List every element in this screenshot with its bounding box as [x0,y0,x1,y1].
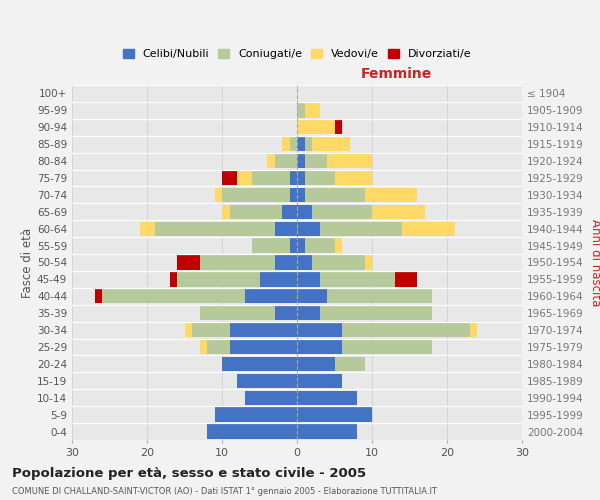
Bar [237,171,252,185]
Y-axis label: Fasce di età: Fasce di età [21,228,34,298]
Bar [305,171,335,185]
Bar [215,188,222,202]
Bar [207,340,229,354]
Bar [320,222,402,236]
Bar [335,238,342,253]
Bar [222,204,229,219]
Bar [305,137,312,152]
Text: Femmine: Femmine [361,68,431,82]
Bar [222,356,297,371]
Bar [290,188,297,202]
Bar [222,188,290,202]
Bar [470,323,477,338]
Bar [199,306,275,320]
Bar [282,137,290,152]
Bar [155,222,275,236]
Bar [402,222,455,236]
Bar [327,154,372,168]
Bar [297,238,305,253]
Bar [305,103,320,118]
Bar [297,374,342,388]
Bar [297,390,357,405]
Bar [297,137,305,152]
Bar [312,256,365,270]
Bar [192,323,229,338]
Bar [297,272,320,286]
Bar [290,238,297,253]
Bar [320,306,432,320]
Legend: Celibi/Nubili, Coniugati/e, Vedovi/e, Divorziati/e: Celibi/Nubili, Coniugati/e, Vedovi/e, Di… [118,44,476,64]
Bar [395,272,417,286]
Bar [372,204,425,219]
Bar [305,154,327,168]
Bar [305,188,365,202]
Bar [282,204,297,219]
Bar [365,256,372,270]
Bar [222,171,237,185]
Bar [177,256,199,270]
Bar [297,340,342,354]
Bar [335,356,365,371]
Bar [335,120,342,134]
Bar [297,154,305,168]
Bar [252,171,290,185]
Bar [365,188,417,202]
Bar [252,238,290,253]
Text: Popolazione per età, sesso e stato civile - 2005: Popolazione per età, sesso e stato civil… [12,468,366,480]
Bar [229,323,297,338]
Bar [290,137,297,152]
Bar [297,171,305,185]
Bar [327,289,432,304]
Bar [139,222,155,236]
Bar [297,289,327,304]
Bar [297,323,342,338]
Bar [312,204,372,219]
Bar [297,103,305,118]
Bar [275,154,297,168]
Bar [297,424,357,438]
Bar [237,374,297,388]
Bar [297,256,312,270]
Y-axis label: Anni di nascita: Anni di nascita [589,219,600,306]
Bar [170,272,177,286]
Bar [297,356,335,371]
Bar [207,424,297,438]
Bar [275,222,297,236]
Bar [260,272,297,286]
Bar [267,154,275,168]
Bar [245,289,297,304]
Bar [335,171,372,185]
Bar [275,306,297,320]
Bar [342,340,432,354]
Bar [245,390,297,405]
Bar [290,171,297,185]
Bar [342,323,470,338]
Bar [320,272,395,286]
Bar [95,289,102,304]
Bar [297,204,312,219]
Bar [275,256,297,270]
Bar [312,137,349,152]
Bar [305,238,335,253]
Bar [199,340,207,354]
Bar [177,272,260,286]
Bar [229,204,282,219]
Bar [297,408,372,422]
Bar [215,408,297,422]
Bar [297,120,335,134]
Bar [229,340,297,354]
Bar [297,222,320,236]
Text: COMUNE DI CHALLAND-SAINT-VICTOR (AO) - Dati ISTAT 1° gennaio 2005 - Elaborazione: COMUNE DI CHALLAND-SAINT-VICTOR (AO) - D… [12,488,437,496]
Bar [102,289,245,304]
Bar [185,323,192,338]
Bar [297,306,320,320]
Bar [199,256,275,270]
Bar [297,188,305,202]
